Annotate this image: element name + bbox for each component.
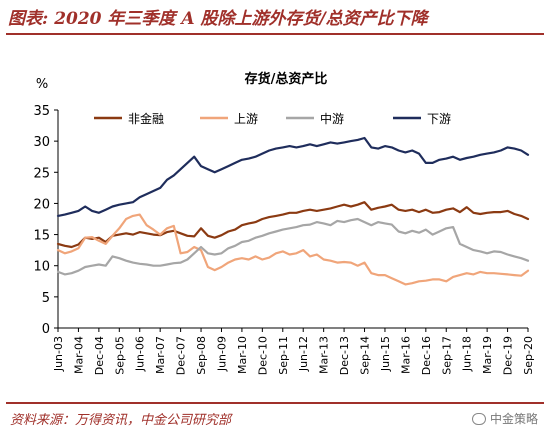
y-axis-unit: % — [36, 77, 48, 92]
series-line-4 — [56, 136, 530, 217]
chart-title: 存货/总资产比 — [245, 71, 328, 87]
legend-label-1: 非金融 — [128, 111, 164, 126]
x-tick-label: Mar-10 — [236, 336, 249, 374]
x-tick-label: Mar-07 — [154, 336, 167, 374]
x-tick-label: Dec-04 — [93, 336, 106, 375]
y-tick-label: 20 — [33, 197, 50, 212]
y-tick-label: 35 — [33, 104, 50, 119]
x-tick-label: Dec-07 — [175, 336, 188, 375]
y-tick-label: 0 — [42, 322, 50, 337]
legend: 非金融 上游 中游 下游 — [94, 111, 451, 126]
axes: 0 5 10 15 20 25 30 35 Jun-03 Mar-04 Dec-04 Sep-05 Ju… — [33, 104, 535, 375]
x-tick-label: Jun-15 — [379, 336, 392, 372]
x-tick-label: Sep-05 — [113, 336, 126, 375]
line-chart: 存货/总资产比 % 0 5 10 15 20 25 30 35 Jun-03 Mar-04 Dec-… — [33, 71, 535, 375]
y-tick-label: 15 — [33, 229, 50, 244]
series-line-2 — [56, 213, 530, 286]
figure-title: 图表: 2020 年三季度 A 股除上游外存货/总资产比下降 — [8, 9, 428, 29]
x-tick-label: Dec-10 — [256, 336, 269, 375]
x-tick-label: Mar-16 — [399, 336, 412, 374]
x-tick-label: Sep-17 — [440, 336, 453, 375]
series-line-3 — [56, 217, 530, 276]
source-note: 资料来源：万得资讯，中金公司研究部 — [10, 413, 232, 428]
brand-mark: 中金策略 — [471, 410, 538, 427]
x-tick-label: Jun-06 — [134, 336, 147, 372]
x-tick-label: Jun-18 — [461, 336, 474, 372]
bottom-rule — [6, 402, 544, 404]
x-tick-label: Sep-20 — [522, 336, 535, 375]
legend-label-2: 上游 — [234, 112, 258, 126]
y-tick-label: 30 — [33, 135, 50, 150]
x-tick-label: Dec-16 — [420, 336, 433, 375]
x-tick-label: Mar-13 — [318, 336, 331, 374]
x-tick-label: Mar-04 — [72, 336, 85, 374]
x-tick-label: Mar-19 — [481, 336, 494, 374]
x-tick-label: Jun-03 — [52, 336, 65, 372]
series-group — [56, 136, 530, 286]
x-tick-label: Jun-12 — [297, 336, 310, 372]
x-tick-label: Sep-11 — [277, 336, 290, 375]
x-tick-label: Sep-14 — [359, 336, 372, 375]
series-line-1 — [56, 201, 530, 249]
x-tick-label: Sep-08 — [195, 336, 208, 375]
title-rule — [6, 33, 544, 35]
brand-label: 中金策略 — [489, 412, 538, 426]
x-tick-label: Dec-13 — [338, 336, 351, 375]
x-tick-label: Jun-09 — [215, 336, 228, 372]
legend-label-3: 中游 — [320, 111, 344, 126]
legend-label-4: 下游 — [427, 112, 451, 126]
y-tick-label: 25 — [33, 166, 50, 181]
y-tick-label: 5 — [42, 291, 50, 306]
wechat-icon — [471, 413, 486, 425]
x-tick-label: Dec-19 — [502, 336, 515, 375]
y-tick-label: 10 — [33, 260, 50, 275]
